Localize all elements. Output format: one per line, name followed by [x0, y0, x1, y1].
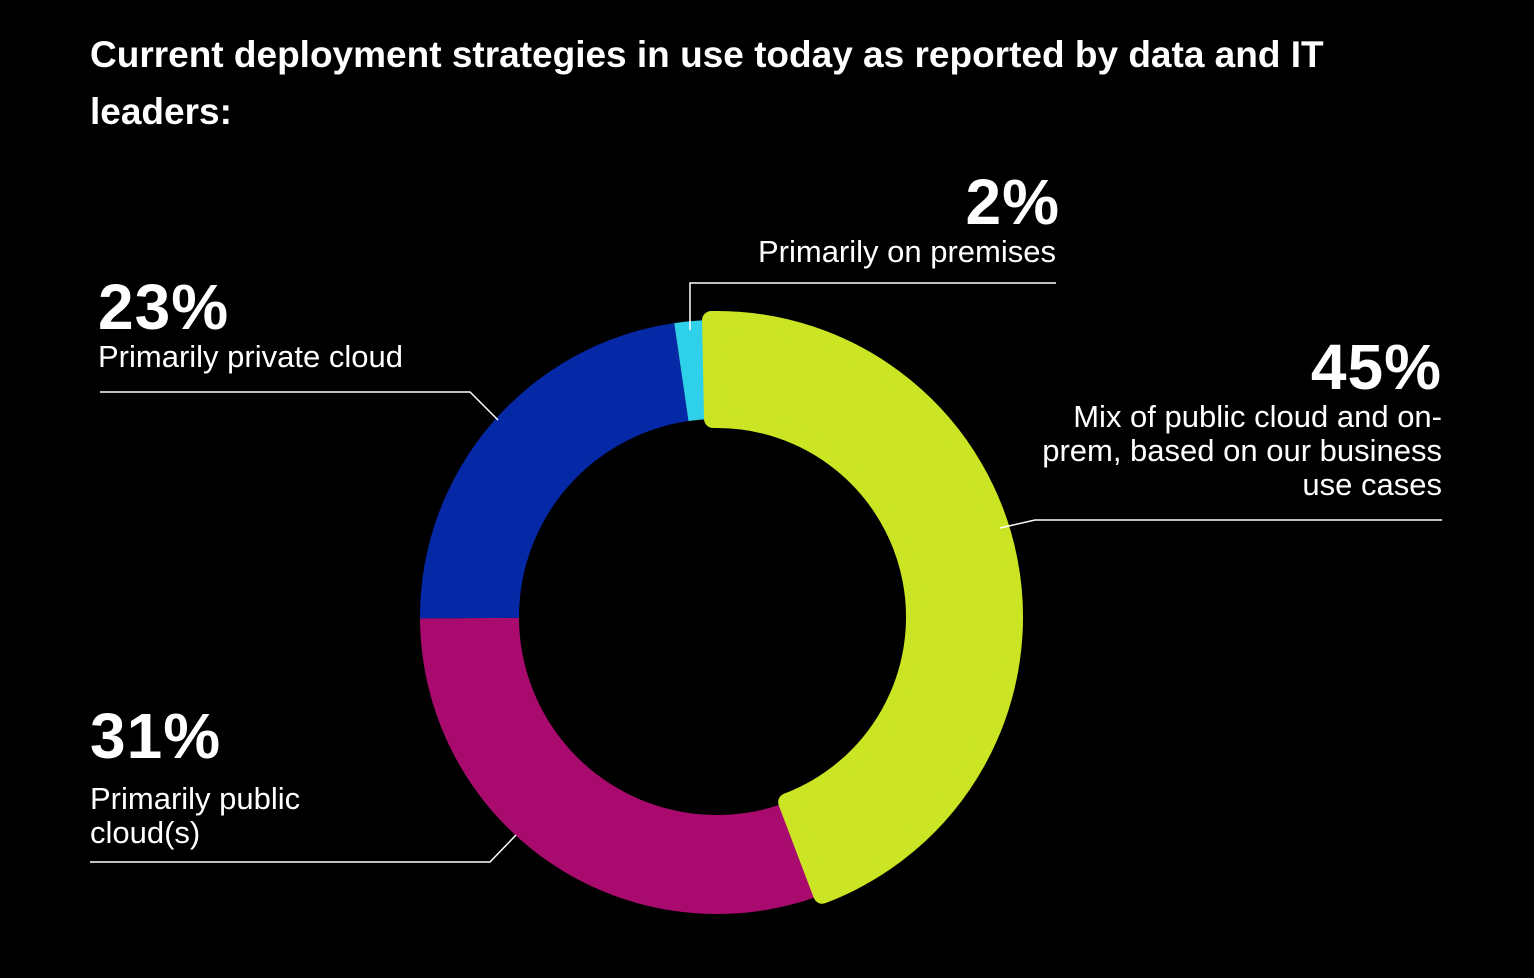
- data-label-on-premises-value: 2%: [965, 166, 1060, 238]
- data-label-public-cloud-text: Primarily public cloud(s): [90, 781, 301, 850]
- leader-line-public-cloud: [90, 834, 517, 863]
- data-label-mix-text: Mix of public cloud and on-prem, based o…: [1042, 399, 1442, 502]
- data-label-mix-value: 45%: [1310, 331, 1442, 403]
- leader-line-mix: [999, 519, 1442, 529]
- donut-slice-public-cloud: [420, 617, 823, 915]
- data-label-public-cloud-value: 31%: [90, 700, 222, 772]
- data-label-private-cloud-text: Primarily private cloud: [98, 339, 403, 374]
- data-label-on-premises-text: Primarily on premises: [757, 234, 1056, 269]
- data-label-private-cloud-value: 23%: [98, 271, 230, 343]
- leader-line-on-premises: [689, 282, 1056, 330]
- donut-slice-mix: [702, 311, 1024, 904]
- leader-line-private-cloud: [100, 391, 499, 421]
- chart-title: Current deployment strategies in use tod…: [90, 34, 1324, 132]
- donut-slice-private-cloud: [419, 323, 689, 619]
- leader-lines: [90, 282, 1442, 863]
- donut-slices: [419, 311, 1024, 915]
